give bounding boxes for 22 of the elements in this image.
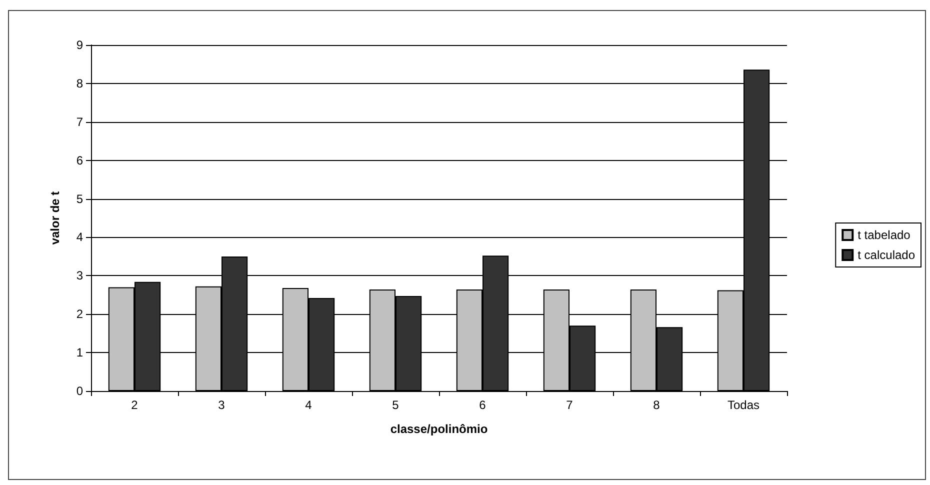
x-tick-label: Todas xyxy=(727,398,760,412)
y-tick-label: 9 xyxy=(76,38,84,52)
x-tick-label: 8 xyxy=(653,398,660,412)
x-tick-label: 6 xyxy=(479,398,486,412)
x-tick-label: 2 xyxy=(131,398,138,412)
y-tick-label: 2 xyxy=(76,307,84,322)
y-tick-label: 3 xyxy=(76,268,84,283)
x-axis-title: classe/polinômio xyxy=(390,422,488,436)
y-tick-label: 7 xyxy=(76,114,84,129)
y-tick-label: 1 xyxy=(76,346,84,360)
legend-label: t tabelado xyxy=(858,228,911,242)
x-tick-label: 3 xyxy=(218,398,226,412)
y-tick-label: 0 xyxy=(76,384,84,398)
y-axis-title: valor de t xyxy=(48,191,62,245)
y-tick-label: 4 xyxy=(76,230,84,244)
y-tick-label: 6 xyxy=(76,153,84,168)
y-tick-label: 5 xyxy=(76,192,84,206)
legend-label: t calculado xyxy=(858,248,916,262)
x-tick-label: 5 xyxy=(392,398,400,412)
x-tick-label: 7 xyxy=(566,398,574,412)
y-tick-label: 8 xyxy=(76,76,84,90)
x-tick-label: 4 xyxy=(305,398,312,412)
